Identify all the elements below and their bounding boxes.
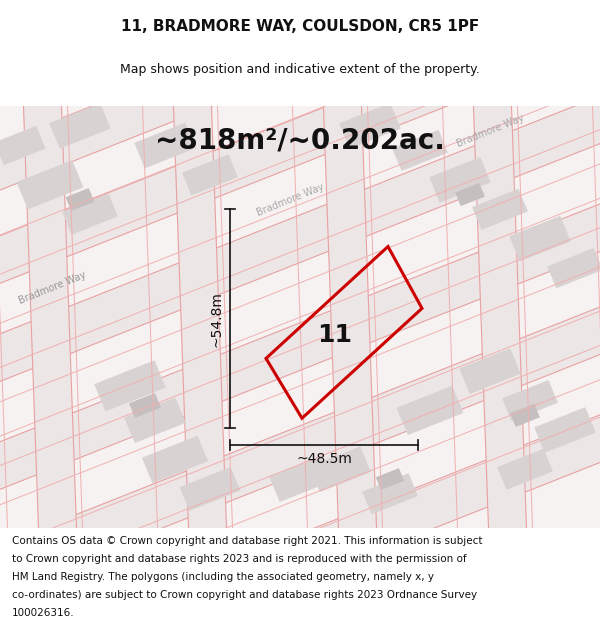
Polygon shape [472,189,528,230]
Polygon shape [0,0,16,625]
Polygon shape [179,467,241,511]
Polygon shape [0,264,600,596]
Polygon shape [49,103,111,149]
Polygon shape [584,0,600,625]
Polygon shape [397,386,463,435]
Polygon shape [0,372,600,625]
Polygon shape [142,436,208,483]
Polygon shape [129,393,161,418]
Polygon shape [429,157,491,202]
Polygon shape [392,130,448,171]
Polygon shape [94,360,166,411]
Text: Bradmore Way: Bradmore Way [255,181,325,218]
Polygon shape [0,370,600,625]
Polygon shape [269,456,331,502]
Polygon shape [362,473,418,514]
Text: 11: 11 [317,323,353,347]
Polygon shape [497,449,553,490]
Polygon shape [17,160,83,209]
Polygon shape [62,194,118,235]
Polygon shape [0,53,600,424]
Polygon shape [434,0,466,625]
Polygon shape [209,0,241,625]
Polygon shape [0,117,600,449]
Polygon shape [284,0,316,625]
Polygon shape [0,0,600,321]
Polygon shape [0,39,600,370]
Polygon shape [0,220,600,552]
Text: ~818m²/~0.202ac.: ~818m²/~0.202ac. [155,127,445,154]
Polygon shape [59,0,91,625]
Polygon shape [0,299,600,625]
Text: co-ordinates) are subject to Crown copyright and database rights 2023 Ordnance S: co-ordinates) are subject to Crown copyr… [12,589,477,599]
Polygon shape [0,0,600,233]
Polygon shape [534,407,596,453]
Polygon shape [459,348,521,394]
Text: ~48.5m: ~48.5m [296,452,352,466]
Text: Bradmore Way: Bradmore Way [455,112,525,149]
Polygon shape [455,183,485,206]
Polygon shape [65,188,94,211]
Polygon shape [502,380,558,421]
Polygon shape [0,126,46,165]
Polygon shape [547,248,600,288]
Polygon shape [0,181,600,512]
Polygon shape [0,161,600,532]
Polygon shape [124,398,186,443]
Polygon shape [466,0,535,625]
Polygon shape [509,216,571,261]
Polygon shape [134,0,166,625]
Polygon shape [0,82,600,414]
Polygon shape [339,103,401,149]
Polygon shape [182,154,238,196]
Polygon shape [0,333,600,625]
Text: 11, BRADMORE WAY, COULSDON, CR5 1PF: 11, BRADMORE WAY, COULSDON, CR5 1PF [121,19,479,34]
Text: HM Land Registry. The polygons (including the associated geometry, namely x, y: HM Land Registry. The polygons (includin… [12,572,434,582]
Polygon shape [166,0,235,625]
Text: ~54.8m: ~54.8m [209,291,223,347]
Polygon shape [316,0,385,625]
Polygon shape [0,0,600,326]
Polygon shape [376,468,404,490]
Polygon shape [0,264,600,625]
Polygon shape [510,404,540,427]
Text: Map shows position and indicative extent of the property.: Map shows position and indicative extent… [120,62,480,76]
Polygon shape [309,446,371,492]
Text: 100026316.: 100026316. [12,608,74,618]
Polygon shape [0,151,600,483]
Polygon shape [16,0,85,625]
Polygon shape [134,122,196,168]
Text: Contains OS data © Crown copyright and database right 2021. This information is : Contains OS data © Crown copyright and d… [12,536,482,546]
Text: to Crown copyright and database rights 2023 and is reproduced with the permissio: to Crown copyright and database rights 2… [12,554,467,564]
Text: Bradmore Way: Bradmore Way [17,269,87,306]
Polygon shape [359,0,391,625]
Polygon shape [509,0,541,625]
Polygon shape [0,0,600,282]
